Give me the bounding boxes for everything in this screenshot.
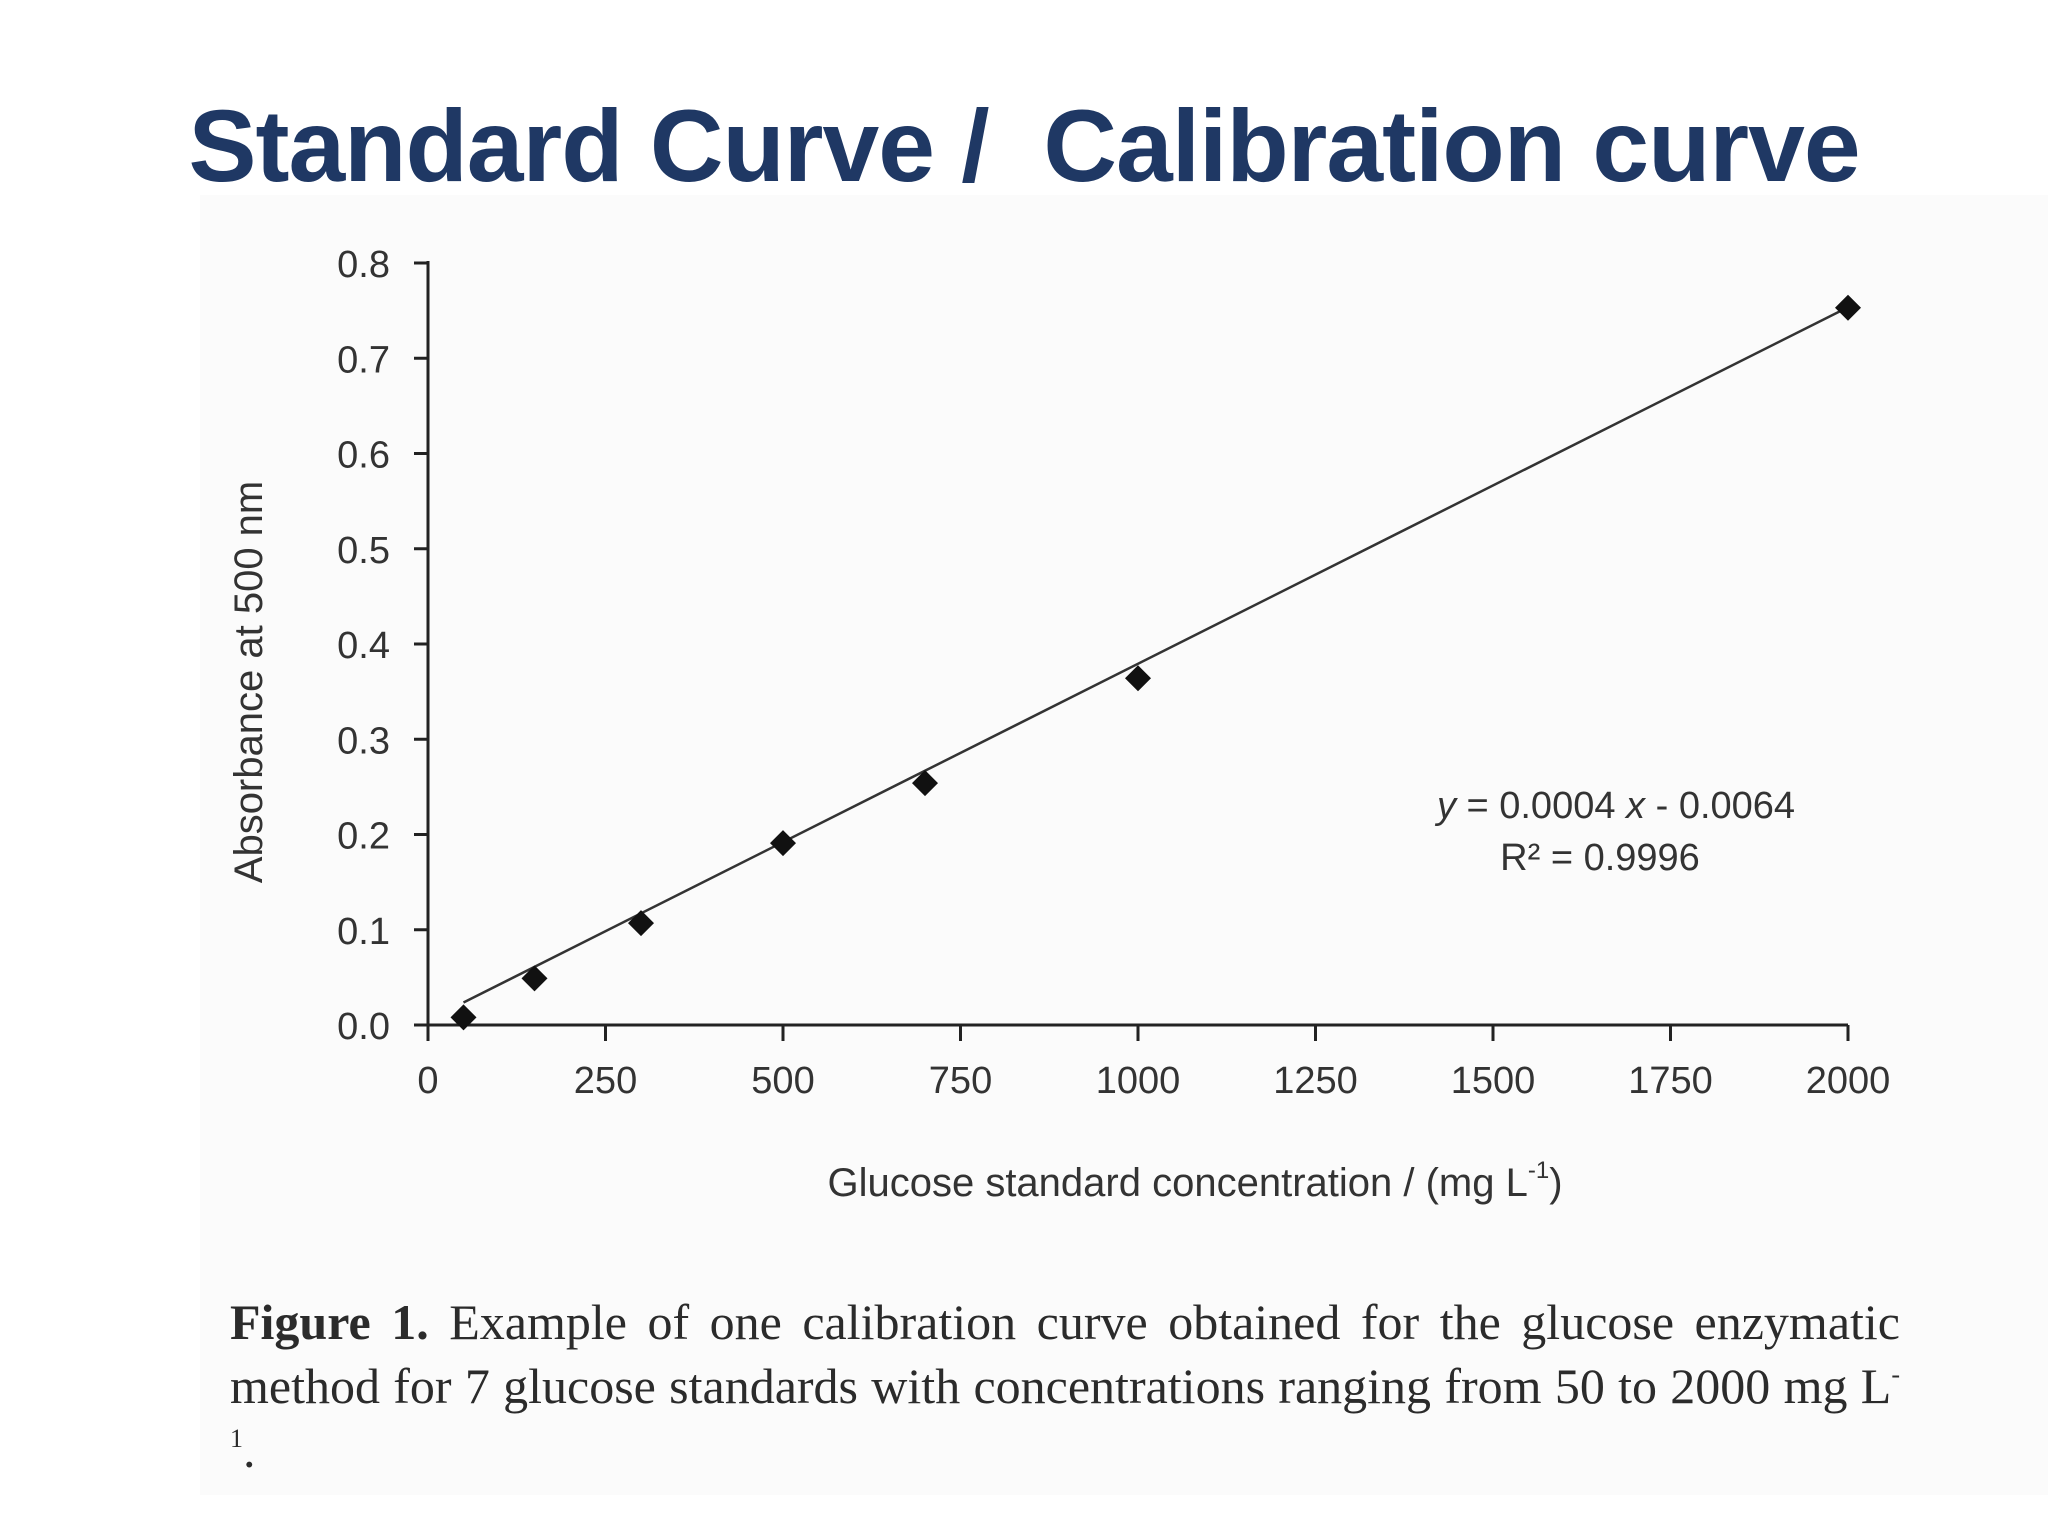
caption-label: Figure 1.: [230, 1294, 429, 1350]
caption-unit-superscript: -1: [230, 1360, 1900, 1453]
r-squared-label: R² = 0.9996: [1500, 837, 1700, 879]
y-tick-label: 0.5: [337, 530, 390, 572]
x-axis-ticks: 0 250 500 750 1000 1250 1500 1750 2000: [417, 1025, 1890, 1102]
y-axis-ticks: 0.0 0.1 0.2 0.3 0.4 0.5 0.6 0.7 0.8: [337, 244, 428, 1048]
data-point-marker: [628, 910, 654, 937]
x-tick-label: 1250: [1273, 1060, 1358, 1102]
x-tick-label: 250: [574, 1060, 637, 1102]
data-points: [450, 294, 1861, 1031]
data-point-marker: [770, 830, 796, 857]
trendline-equation: y = 0.0004 x - 0.0064: [1434, 785, 1795, 827]
caption-end: .: [243, 1422, 256, 1478]
x-tick-label: 1500: [1451, 1060, 1536, 1102]
y-tick-label: 0.6: [337, 435, 390, 477]
data-point-marker: [1835, 294, 1861, 321]
y-tick-label: 0.2: [337, 816, 390, 858]
slide-title: Standard Curve / Calibration curve: [188, 89, 1860, 203]
x-axis-label: Glucose standard concentration / (mg L-1…: [827, 1157, 1562, 1205]
trendline: [462, 306, 1849, 1004]
y-axis-label: Absorbance at 500 nm: [227, 481, 271, 883]
y-tick-label: 0.8: [337, 244, 390, 286]
data-point-marker: [1125, 665, 1151, 692]
figure-panel: [200, 195, 2048, 1495]
x-tick-label: 750: [929, 1060, 992, 1102]
x-tick-label: 0: [417, 1060, 438, 1102]
y-tick-label: 0.7: [337, 339, 390, 381]
x-tick-label: 1000: [1096, 1060, 1181, 1102]
y-tick-label: 0.3: [337, 720, 390, 762]
y-tick-label: 0.4: [337, 625, 390, 667]
y-tick-label: 0.1: [337, 911, 390, 953]
x-tick-label: 500: [751, 1060, 814, 1102]
y-tick-label: 0.0: [337, 1006, 390, 1048]
x-tick-label: 1750: [1628, 1060, 1713, 1102]
data-point-marker: [450, 1004, 477, 1031]
data-point-marker: [521, 965, 548, 992]
x-tick-label: 2000: [1806, 1060, 1891, 1102]
caption-text: Example of one calibration curve obtaine…: [230, 1294, 1900, 1414]
data-point-marker: [912, 770, 938, 797]
figure-caption: Figure 1. Example of one calibration cur…: [230, 1290, 1900, 1482]
